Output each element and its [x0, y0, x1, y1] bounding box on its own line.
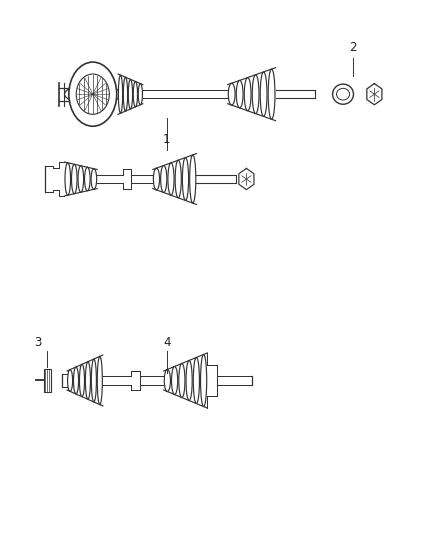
Ellipse shape: [128, 79, 133, 109]
Ellipse shape: [190, 155, 196, 203]
Ellipse shape: [91, 169, 97, 189]
Bar: [44, 369, 50, 392]
Ellipse shape: [97, 357, 102, 405]
Ellipse shape: [336, 88, 350, 100]
Ellipse shape: [168, 163, 174, 195]
Ellipse shape: [74, 367, 78, 394]
Ellipse shape: [78, 166, 84, 192]
Ellipse shape: [76, 74, 110, 114]
Ellipse shape: [236, 80, 243, 108]
Ellipse shape: [67, 85, 119, 104]
Ellipse shape: [172, 367, 178, 394]
Ellipse shape: [244, 78, 251, 111]
Ellipse shape: [260, 72, 267, 116]
Ellipse shape: [92, 359, 96, 402]
Ellipse shape: [164, 369, 170, 392]
Ellipse shape: [67, 369, 73, 391]
Ellipse shape: [161, 165, 167, 192]
Ellipse shape: [118, 75, 123, 114]
Ellipse shape: [252, 75, 259, 114]
Ellipse shape: [175, 160, 181, 198]
Ellipse shape: [85, 167, 90, 191]
Ellipse shape: [179, 364, 185, 398]
Text: 3: 3: [34, 336, 41, 349]
Ellipse shape: [71, 164, 77, 194]
Ellipse shape: [79, 365, 85, 397]
Text: 1: 1: [163, 133, 170, 146]
Ellipse shape: [138, 84, 142, 105]
Ellipse shape: [133, 82, 138, 107]
Ellipse shape: [64, 85, 121, 104]
Polygon shape: [239, 168, 254, 190]
Ellipse shape: [65, 163, 71, 195]
Ellipse shape: [228, 83, 235, 105]
Ellipse shape: [332, 84, 353, 104]
Text: 4: 4: [163, 336, 170, 349]
Ellipse shape: [268, 69, 275, 119]
Ellipse shape: [186, 360, 192, 401]
Text: 2: 2: [349, 42, 357, 54]
Ellipse shape: [85, 362, 91, 399]
Ellipse shape: [201, 354, 207, 407]
Polygon shape: [367, 84, 382, 105]
Ellipse shape: [69, 62, 117, 126]
Ellipse shape: [193, 358, 199, 403]
Ellipse shape: [153, 168, 159, 190]
Ellipse shape: [124, 77, 127, 111]
Ellipse shape: [182, 158, 189, 200]
